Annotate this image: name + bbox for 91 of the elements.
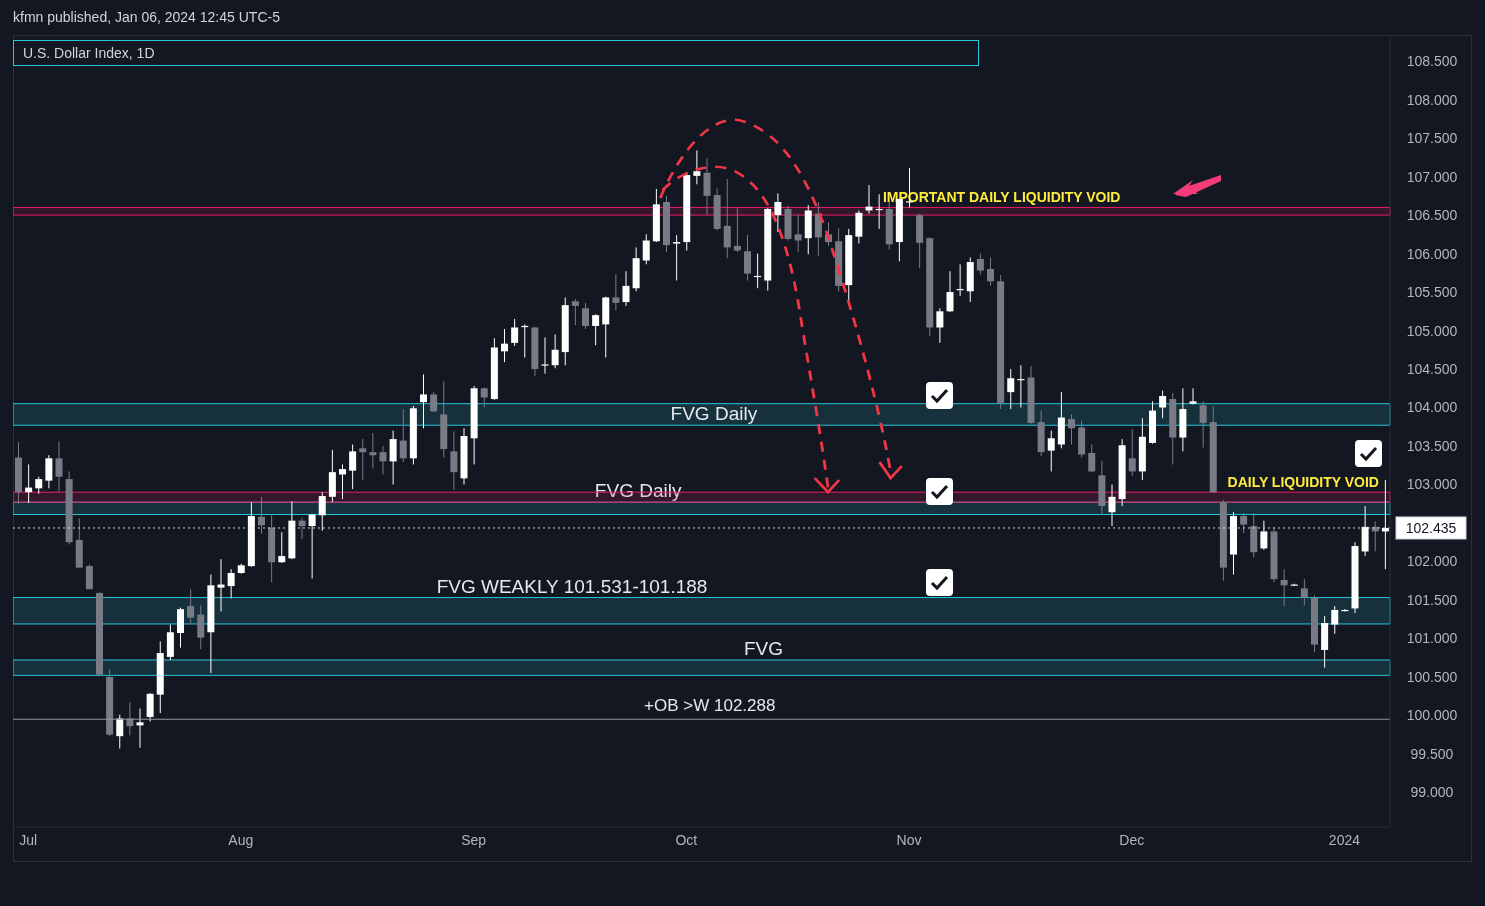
candlestick [1007, 368, 1015, 410]
y-tick-label: 100.500 [1406, 668, 1458, 685]
y-tick-label: 101.000 [1406, 630, 1458, 647]
candlestick [794, 213, 802, 253]
y-tick-label: 101.500 [1406, 591, 1458, 608]
y-tick-label: 100.000 [1406, 707, 1458, 724]
candlestick [116, 714, 124, 749]
x-tick-label: Dec [1119, 831, 1145, 848]
candlestick [359, 438, 367, 481]
candlestick [217, 558, 225, 612]
candlestick [733, 207, 741, 253]
candlestick [318, 491, 326, 532]
candlestick [258, 496, 265, 535]
candlestick [592, 313, 600, 346]
x-tick-label: 2024 [1328, 831, 1361, 848]
candlestick [693, 149, 701, 185]
x-tick-label: Sep [461, 831, 487, 848]
candlestick [1280, 568, 1288, 607]
caption-box: U.S. Dollar Index, 1D [13, 40, 979, 66]
y-tick-label: 99.000 [1410, 784, 1454, 801]
candlestick [1300, 578, 1308, 606]
x-tick-label: Aug [228, 831, 254, 848]
candlestick [369, 432, 377, 469]
y-tick-label: 103.500 [1406, 437, 1458, 454]
candlestick [187, 588, 195, 626]
candlestick [126, 701, 134, 736]
candlestick [1047, 430, 1055, 472]
candlestick [1189, 387, 1197, 405]
y-tick-label: 105.000 [1406, 322, 1458, 339]
y-tick-label: 103.000 [1406, 476, 1458, 493]
candlestick [612, 273, 620, 312]
band-label: FVG WEAKLY 101.531-101.188 [436, 575, 708, 597]
candlestick [298, 517, 306, 540]
candlestick [349, 443, 357, 490]
y-tick-label: 104.500 [1406, 361, 1458, 378]
y-tick-label: 106.500 [1406, 207, 1458, 224]
ref-line-label: +OB >W 102.288 [644, 696, 776, 716]
text: kfmn published, Jan 06, 2024 12:45 UTC-5 [13, 9, 280, 25]
candlestick [1108, 483, 1116, 527]
candlestick [389, 430, 397, 485]
candlestick [136, 707, 144, 749]
x-tick-label: Nov [896, 831, 922, 848]
candlestick [197, 604, 205, 650]
candlestick [744, 234, 751, 282]
candlestick [1088, 443, 1096, 473]
y-tick-label: 107.500 [1406, 130, 1458, 147]
y-tick-label: 107.000 [1406, 168, 1458, 185]
candlestick [1260, 520, 1268, 551]
candlestick [511, 318, 519, 347]
ref-line-label: 102.435 [1405, 519, 1457, 536]
candlestick [278, 531, 286, 564]
candlestick [501, 328, 508, 363]
candlestick [450, 430, 458, 491]
candlestick [673, 234, 681, 282]
x-tick-label: Jul [19, 831, 38, 848]
y-tick-label: 104.000 [1406, 399, 1458, 416]
y-tick-label: 106.000 [1406, 245, 1458, 262]
candlestick [45, 454, 53, 489]
candlestick [855, 209, 863, 245]
candlestick [1128, 428, 1136, 477]
y-tick-label: 102.000 [1406, 553, 1458, 570]
y-tick-label: 108.500 [1406, 53, 1458, 70]
candlestick [723, 178, 731, 259]
x-tick-label: Oct [675, 831, 698, 848]
candlestick [946, 270, 954, 313]
candlestick [146, 692, 154, 723]
candlestick [227, 568, 235, 599]
candlestick [177, 607, 184, 649]
candlestick [1331, 605, 1339, 635]
candlestick [936, 307, 944, 344]
candlestick [1240, 512, 1248, 534]
candlestick [541, 336, 549, 375]
y-tick-label: 108.000 [1406, 91, 1458, 108]
candlestick [379, 445, 387, 475]
candlestick [987, 256, 994, 287]
candlestick [551, 333, 559, 369]
candlestick [339, 463, 346, 500]
band-label: DAILY LIQUIDITY VOID [1227, 474, 1379, 491]
candlestick [582, 302, 589, 330]
y-tick-label: 105.500 [1406, 284, 1458, 301]
candlestick [622, 270, 630, 307]
candlestick [308, 513, 316, 579]
y-tick-label: 99.500 [1410, 745, 1454, 762]
candlestick [703, 157, 711, 216]
candlestick [642, 233, 650, 265]
candlestick [976, 253, 984, 275]
band-label: FVG [743, 637, 783, 659]
candlestick [55, 440, 63, 492]
candlestick [774, 193, 782, 233]
candlestick [571, 298, 579, 326]
candlestick [85, 564, 93, 590]
